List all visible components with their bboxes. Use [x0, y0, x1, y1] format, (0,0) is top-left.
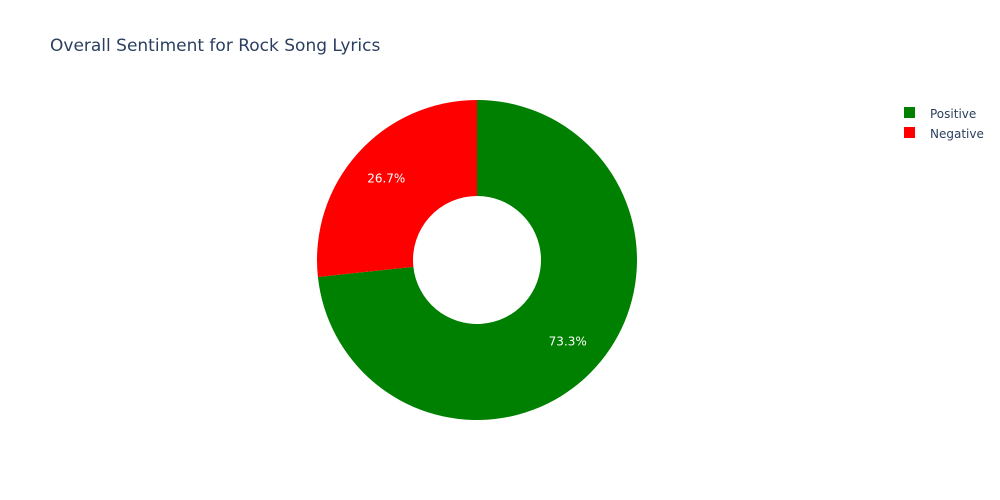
slice-label-negative: 26.7% — [367, 171, 405, 185]
slice-labels-group: 73.3% 26.7% — [367, 171, 587, 348]
legend-swatch-positive — [904, 107, 915, 118]
slice-label-positive: 73.3% — [549, 335, 587, 349]
chart-title: Overall Sentiment for Rock Song Lyrics — [50, 36, 380, 56]
legend-label-negative: Negative — [930, 127, 984, 141]
slices-group — [316, 100, 638, 421]
legend-swatch-negative — [904, 127, 915, 138]
legend: Positive Negative — [904, 107, 984, 141]
legend-item-positive[interactable]: Positive — [904, 107, 976, 121]
legend-item-negative[interactable]: Negative — [904, 127, 984, 141]
slice-positive[interactable] — [317, 100, 638, 421]
legend-label-positive: Positive — [930, 107, 976, 121]
slice-negative[interactable] — [316, 100, 477, 278]
